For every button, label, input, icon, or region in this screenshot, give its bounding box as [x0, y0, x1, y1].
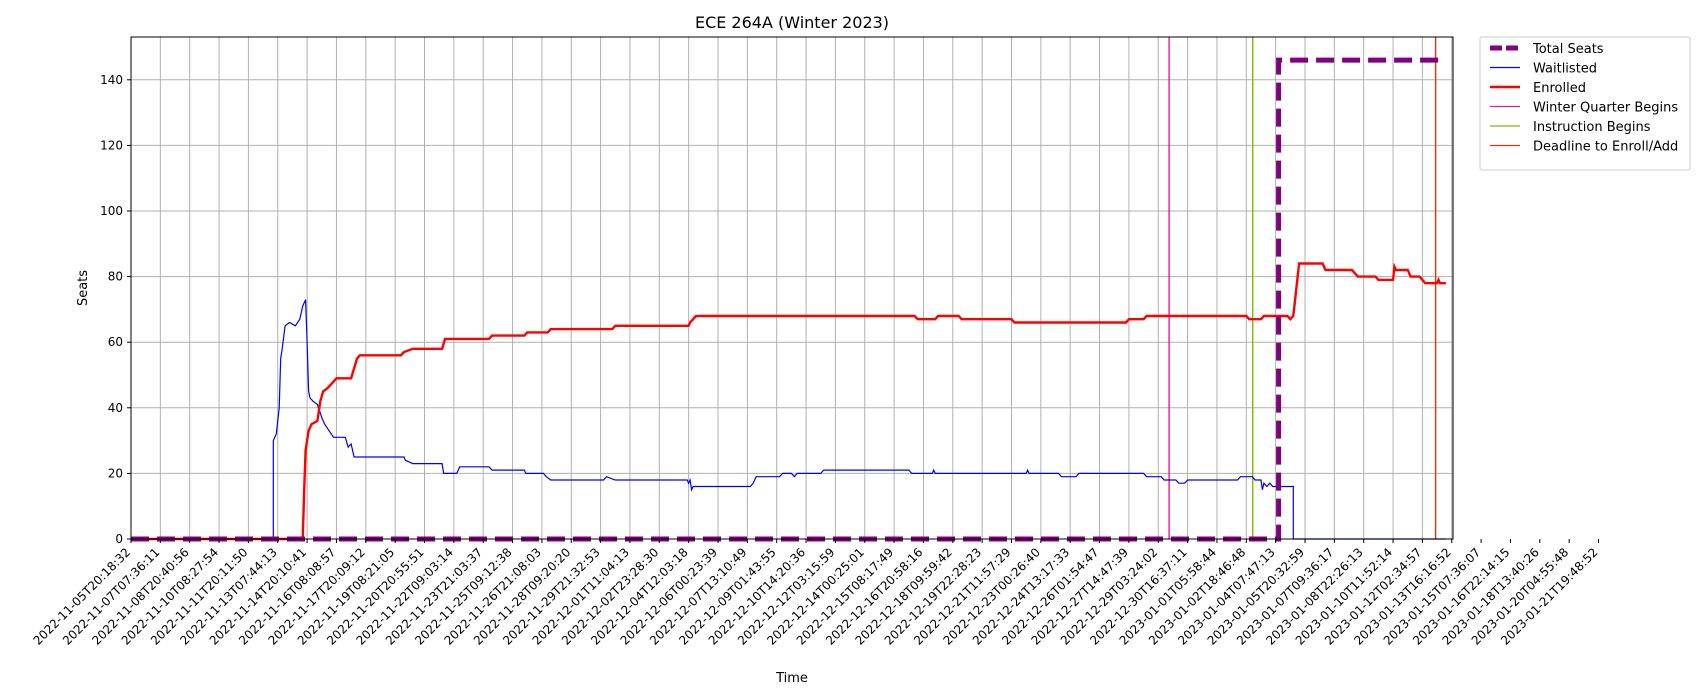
y-tick-label: 0 — [115, 532, 123, 546]
legend-box — [1479, 36, 1691, 171]
y-tick-label: 20 — [108, 466, 123, 480]
legend-label: Enrolled — [1533, 81, 1586, 96]
x-axis: 2022-11-05T20:18:322022-11-07T07:36:1120… — [31, 539, 1601, 648]
y-tick-label: 60 — [108, 335, 123, 349]
chart-title: ECE 264A (Winter 2023) — [695, 13, 889, 32]
y-tick-label: 100 — [100, 204, 123, 218]
legend-label: Waitlisted — [1533, 62, 1597, 77]
grid — [131, 37, 1453, 539]
y-tick-label: 80 — [108, 270, 123, 284]
legend-label: Winter Quarter Begins — [1533, 101, 1678, 116]
legend: Total Seats Waitlisted Enrolled Winter Quar… — [1479, 36, 1691, 171]
axes-frame — [130, 36, 1454, 540]
y-axis-title: Seats — [76, 270, 91, 306]
enrolled-series — [131, 262, 1446, 541]
legend-label: Instruction Begins — [1533, 120, 1651, 135]
y-tick-label: 140 — [100, 73, 123, 87]
x-axis-title: Time — [775, 671, 808, 686]
y-tick-label: 120 — [100, 138, 123, 152]
legend-label: Deadline to Enroll/Add — [1533, 140, 1678, 155]
waitlisted-series — [131, 299, 1446, 540]
y-tick-label: 40 — [108, 401, 123, 415]
y-axis: 0 20 40 60 80 100 120 140 — [100, 73, 131, 546]
legend-label: Total Seats — [1532, 42, 1604, 57]
